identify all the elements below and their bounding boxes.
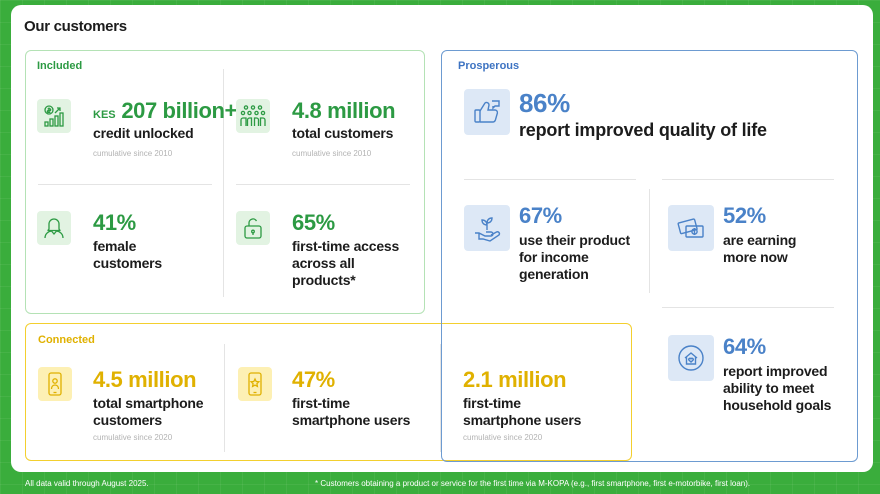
smartphone-star-icon [238,367,272,401]
smartphone-customers-value: 4.5 million [93,367,197,392]
first-time-smartphone-count-note: cumulative since 2020 [463,433,543,442]
divider [440,344,441,452]
earning-more-value: 52% [723,203,766,228]
credit-unlocked-value: KES 207 billion+ [93,98,237,123]
first-time-smartphone-pct-value: 47% [292,367,335,392]
page-title: Our customers [24,18,127,35]
first-time-access-desc: first-time access across all products* [292,238,400,288]
female-person-icon [37,211,71,245]
plant-in-hand-icon [464,205,510,251]
smartphone-person-icon [38,367,72,401]
prosperous-panel: Prosperous 86% report improved quality o… [441,50,858,462]
first-time-smartphone-count-desc: first-time smartphone users [463,395,582,428]
open-lock-icon [236,211,270,245]
money-icon [668,205,714,251]
household-goals-desc: report improved ability to meet household … [723,363,832,413]
household-goals-value: 64% [723,334,766,359]
divider [236,184,410,185]
divider [38,184,212,185]
total-customers-note: cumulative since 2010 [292,149,372,158]
quality-of-life-desc: report improved quality of life [519,120,767,140]
female-customers-value: 41% [93,210,136,235]
earning-more-desc: are earning more now [723,232,797,265]
divider [662,179,834,180]
footer-data-note: All data valid through August 2025. [25,479,149,488]
first-time-smartphone-count-value: 2.1 million [463,367,567,392]
thumbs-up-icon [464,89,510,135]
prosperous-label: Prosperous [458,60,520,72]
income-generation-desc: use their product for income generation [519,232,630,282]
credit-unlocked-desc: credit unlocked [93,125,194,141]
customers-card: Our customers Included KES 207 billion+ … [11,5,873,472]
smartphone-customers-desc: total smartphone customers [93,395,204,428]
growth-chart-icon [37,99,71,133]
smartphone-customers-note: cumulative since 2020 [93,433,173,442]
divider [224,344,225,452]
footer-footnote: * Customers obtaining a product or servi… [315,479,751,488]
divider [649,189,650,293]
total-customers-value: 4.8 million [292,98,396,123]
divider [223,69,224,297]
credit-unlocked-note: cumulative since 2010 [93,149,173,158]
divider [464,179,636,180]
quality-of-life-value: 86% [519,88,570,118]
house-heart-icon [668,335,714,381]
included-label: Included [37,60,83,72]
first-time-smartphone-pct-desc: first-time smartphone users [292,395,411,428]
connected-panel: Connected 4.5 million total smartphone cu… [25,323,632,461]
total-customers-desc: total customers [292,125,394,141]
people-group-icon [236,99,270,133]
divider [662,307,834,308]
first-time-access-value: 65% [292,210,335,235]
income-generation-value: 67% [519,203,562,228]
included-panel: Included KES 207 billion+ credit unlocke… [25,50,425,314]
female-customers-desc: female customers [93,238,163,271]
connected-label: Connected [38,334,95,346]
